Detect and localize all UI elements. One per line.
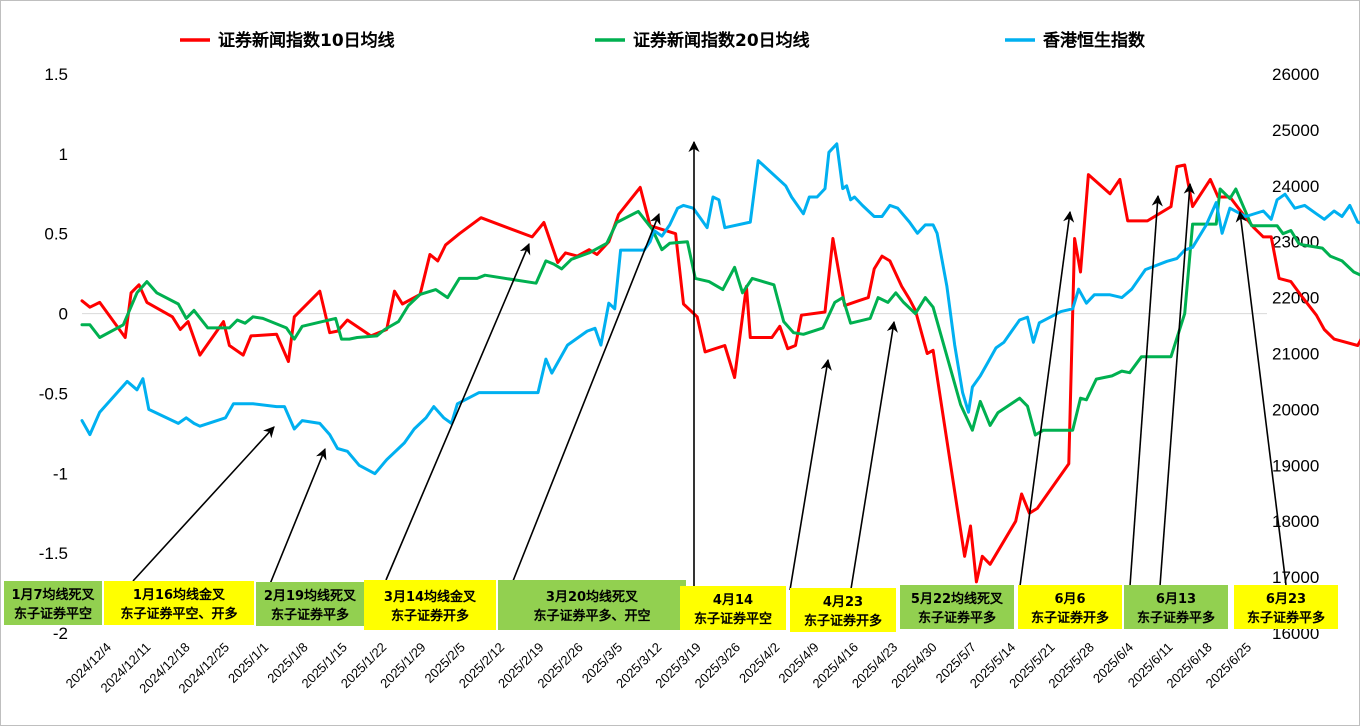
annotation-line2-10: 东子证券平多	[1247, 610, 1325, 626]
x-tick-label: 2025/4/2	[736, 640, 782, 686]
y-right-tick-label: 26000	[1272, 65, 1319, 84]
annotation-arrow-10	[1235, 210, 1287, 586]
annotation-box-7	[900, 585, 1014, 629]
annotation-line1-4: 3月20均线死叉	[546, 589, 639, 605]
annotation-line2-3: 东子证券开多	[391, 608, 469, 624]
y-left-tick-label: 1.5	[44, 65, 68, 84]
annotation-arrow-2	[385, 242, 531, 581]
annotation-box-10	[1234, 585, 1338, 629]
y-left-tick-label: 1	[59, 145, 68, 164]
annotation-line2-8: 东子证券开多	[1031, 610, 1109, 626]
annotation-line2-6: 东子证券开多	[804, 613, 882, 629]
y-right-tick-label: 18000	[1272, 512, 1319, 531]
annotation-line1-6: 4月23	[823, 595, 863, 610]
annotation-box-9	[1124, 585, 1228, 629]
annotation-line2-7: 东子证券平多	[918, 610, 996, 626]
annotation-box-3	[364, 580, 496, 630]
series-line-0	[80, 163, 1360, 584]
annotation-line2-0: 东子证券平空	[14, 606, 92, 622]
y-right-tick-label: 17000	[1272, 568, 1319, 587]
annotation-line1-2: 2月19均线死叉	[264, 588, 357, 604]
y-right-tick-label: 19000	[1272, 456, 1319, 475]
annotation-line1-9: 6月13	[1156, 592, 1196, 607]
x-tick-label: 2025/1/1	[225, 640, 271, 686]
annotation-arrow-7	[1019, 210, 1075, 587]
annotation-box-5	[680, 586, 786, 630]
annotation-box-4	[498, 580, 686, 630]
annotation-line2-2: 东子证券平多	[271, 607, 349, 623]
y-left-tick-label: -0.5	[39, 384, 68, 403]
legend-label-2: 香港恒生指数	[1043, 30, 1146, 51]
annotation-line1-3: 3月14均线金叉	[384, 589, 477, 605]
annotation-line1-0: 1月7均线死叉	[11, 587, 95, 603]
annotation-line1-8: 6月6	[1054, 592, 1085, 607]
y-left-tick-label: -1.5	[39, 544, 68, 563]
annotation-line1-10: 6月23	[1266, 592, 1306, 607]
annotation-arrow-9	[1159, 182, 1195, 587]
y-right-tick-label: 21000	[1272, 345, 1319, 364]
legend-label-0: 证券新闻指数10日均线	[218, 30, 395, 51]
legend-label-1: 证券新闻指数20日均线	[633, 30, 810, 51]
annotation-box-2	[256, 582, 364, 626]
annotation-arrow-1	[269, 447, 327, 585]
annotation-box-1	[104, 581, 254, 625]
y-right-tick-label: 24000	[1272, 177, 1319, 196]
y-right-tick-label: 25000	[1272, 121, 1319, 140]
annotation-box-8	[1018, 585, 1122, 629]
annotation-line2-5: 东子证券平空	[694, 611, 772, 627]
annotation-arrow-5	[789, 358, 832, 591]
annotation-arrow-8	[1129, 194, 1163, 587]
y-left-tick-label: 0	[59, 305, 68, 324]
annotation-line1-7: 5月22均线死叉	[911, 591, 1004, 607]
annotation-line1-5: 4月14	[713, 593, 753, 608]
annotation-line2-1: 东子证券平空、开多	[120, 606, 237, 622]
annotation-line2-9: 东子证券平多	[1137, 610, 1215, 626]
y-left-tick-label: -1	[53, 464, 68, 483]
annotation-arrow-6	[850, 320, 898, 590]
annotation-arrow-0	[132, 426, 275, 582]
annotation-box-6	[790, 588, 896, 632]
y-left-tick-label: 0.5	[44, 225, 68, 244]
y-right-tick-label: 20000	[1272, 400, 1319, 419]
annotation-arrow-3	[512, 212, 661, 582]
y-right-tick-label: 22000	[1272, 289, 1319, 308]
series-line-2	[80, 142, 1360, 476]
annotation-box-0	[4, 581, 102, 625]
annotation-line1-1: 1月16均线金叉	[133, 587, 226, 603]
series-line-1	[80, 187, 1360, 437]
annotation-line2-4: 东子证券平多、开空	[533, 608, 650, 624]
y-left-tick-label: -2	[53, 624, 68, 643]
